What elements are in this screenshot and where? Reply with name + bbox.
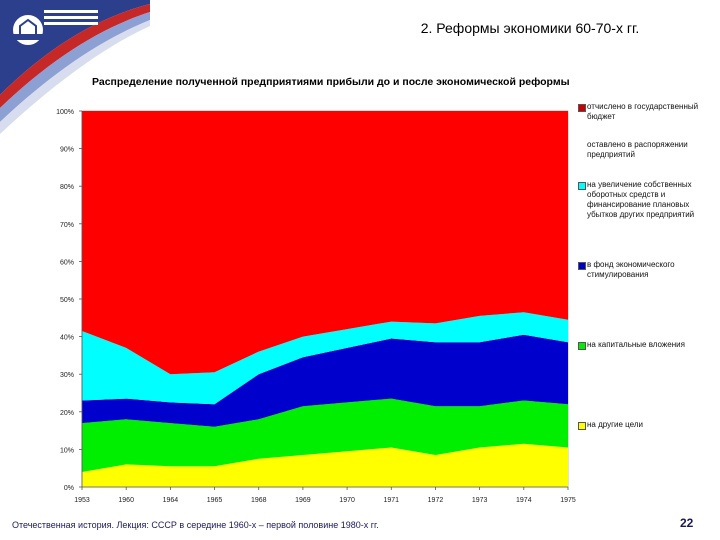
- legend-swatch: [578, 262, 586, 270]
- x-tick-label: 1965: [207, 497, 223, 504]
- legend-label: отчислено в государственный бюджет: [587, 102, 699, 121]
- y-tick-label: 0%: [64, 485, 74, 492]
- y-tick-label: 70%: [60, 222, 74, 229]
- y-tick-label: 80%: [60, 184, 74, 191]
- legend-item: на капитальные вложения: [578, 340, 708, 350]
- x-tick-label: 1960: [118, 497, 134, 504]
- area-series-2: [82, 334, 568, 427]
- x-tick-label: 1975: [560, 497, 576, 504]
- legend-swatch: [578, 422, 586, 430]
- legend-label: в фонд экономического стимулирования: [587, 260, 675, 279]
- page-number: 22: [680, 516, 694, 530]
- legend-label: на другие цели: [587, 420, 643, 429]
- area-series-0: [82, 443, 568, 487]
- y-tick-label: 90%: [60, 147, 74, 154]
- x-tick-label: 1970: [339, 497, 355, 504]
- y-tick-label: 40%: [60, 335, 74, 342]
- legend-label: на увеличение собственных оборотных сред…: [587, 180, 695, 219]
- y-tick-label: 10%: [60, 447, 74, 454]
- legend-label: на капитальные вложения: [587, 340, 685, 349]
- area-series-3: [82, 312, 568, 405]
- y-tick-label: 50%: [60, 297, 74, 304]
- y-tick-label: 60%: [60, 259, 74, 266]
- slide-title: 2. Реформы экономики 60-70-х гг.: [420, 20, 640, 36]
- x-tick-label: 1964: [163, 497, 179, 504]
- area-series-1: [82, 398, 568, 472]
- legend-item: на другие цели: [578, 420, 708, 430]
- x-tick-label: 1974: [516, 497, 532, 504]
- y-tick-label: 100%: [56, 109, 74, 116]
- chart-title: Распределение полученной предприятиями п…: [92, 76, 570, 88]
- y-tick-label: 30%: [60, 372, 74, 379]
- legend-item: на увеличение собственных оборотных сред…: [578, 180, 708, 220]
- legend-item: в фонд экономического стимулирования: [578, 260, 708, 280]
- footer-caption: Отечественная история. Лекция: СССР в се…: [12, 520, 379, 530]
- x-tick-label: 1968: [251, 497, 267, 504]
- x-tick-label: 1971: [383, 497, 399, 504]
- x-tick-label: 1969: [295, 497, 311, 504]
- x-tick-label: 1973: [472, 497, 488, 504]
- legend-item: оставлено в распоряжении предприятий: [578, 140, 708, 160]
- x-tick-label: 1972: [428, 497, 444, 504]
- area-series-5: [82, 111, 568, 375]
- x-tick-label: 1953: [74, 497, 90, 504]
- y-tick-label: 20%: [60, 410, 74, 417]
- legend-swatch: [578, 104, 586, 112]
- legend-swatch: [578, 182, 586, 190]
- legend-item: отчислено в государственный бюджет: [578, 102, 708, 122]
- legend-swatch: [578, 342, 586, 350]
- legend-label: оставлено в распоряжении предприятий: [587, 140, 688, 159]
